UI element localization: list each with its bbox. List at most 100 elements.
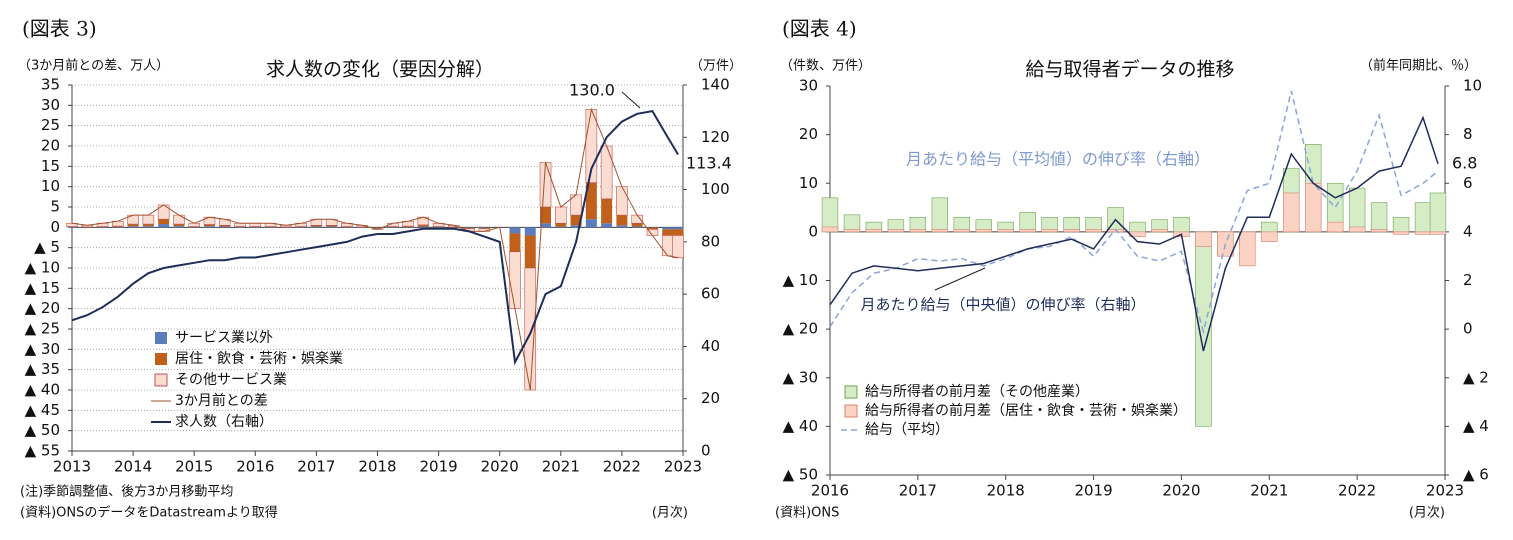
y2-tick-label: ▲ 4: [1463, 417, 1489, 435]
x-tick-label: 2017: [899, 482, 937, 500]
y-axis-label: （件数、万件）: [780, 59, 871, 74]
y-tick-label: 30: [41, 96, 60, 114]
bar: [478, 227, 490, 229]
bar: [953, 229, 970, 233]
bar: [1063, 229, 1080, 233]
bar: [555, 226, 567, 228]
legend-label: 給与所得者の前月差（その他産業）: [865, 383, 1089, 400]
bar: [127, 224, 139, 227]
bar: [540, 223, 552, 228]
bar: [1370, 229, 1388, 233]
bar: [66, 222, 78, 227]
line: [71, 109, 679, 366]
x-tick-label: 2018: [987, 482, 1025, 500]
x-tick-label: 2023: [664, 458, 702, 476]
bar: [1326, 221, 1344, 233]
bar: [1414, 202, 1432, 233]
bar: [1261, 221, 1278, 233]
x-tick-label: 2015: [175, 458, 213, 476]
bar: [975, 229, 992, 233]
bar: [509, 227, 521, 234]
legend-label: 給与（平均）: [865, 422, 949, 438]
y-axis-label: （3か月前との差、万人）: [18, 58, 169, 74]
x-tick-label: 2020: [1162, 482, 1200, 500]
x-tick-label: 2016: [811, 482, 849, 500]
bar: [1348, 226, 1366, 233]
y-tick-label: ▲ 50: [25, 421, 60, 439]
bar: [1173, 216, 1190, 233]
bar: [616, 186, 628, 216]
bar: [1370, 202, 1388, 233]
bar: [631, 226, 643, 228]
y-tick-label: 35: [41, 76, 60, 94]
bar: [1414, 231, 1432, 235]
bar: [1348, 187, 1366, 233]
y2-tick-label: 20: [701, 389, 720, 407]
y-tick-label: ▲ 5: [34, 238, 60, 256]
annotation: 月あたり給与（平均値）の伸び率（右軸）: [906, 150, 1210, 169]
bar: [509, 233, 521, 252]
y-tick-label: 0: [50, 218, 60, 236]
figure-label: (図表 3): [22, 17, 97, 41]
y2-tick-label: 6: [1463, 174, 1473, 192]
bar: [646, 227, 658, 230]
bar: [1239, 231, 1256, 267]
bar: [1129, 221, 1146, 233]
y-tick-label: ▲ 55: [25, 442, 60, 460]
bar: [931, 197, 949, 233]
bar: [1392, 216, 1410, 233]
legend-label: 3か月前との差: [175, 392, 268, 409]
bar: [127, 226, 139, 228]
x-tick-label: 2023: [1426, 482, 1464, 500]
bar: [585, 182, 597, 220]
bar: [631, 223, 643, 227]
bar: [1041, 229, 1058, 233]
x-tick-label: 2013: [53, 458, 91, 476]
y-tick-label: ▲ 35: [25, 360, 60, 378]
bar: [1261, 231, 1278, 242]
bar: [219, 225, 231, 227]
y2-tick-label: 10: [1463, 77, 1482, 95]
bar: [524, 227, 536, 236]
bar: [173, 226, 185, 228]
y2-tick-label: 0: [1463, 320, 1473, 338]
bar: [158, 224, 170, 228]
y2-tick-label: 60: [701, 285, 720, 303]
y-tick-label: 25: [41, 116, 60, 134]
bar: [142, 226, 154, 228]
bar: [555, 206, 567, 224]
y2-tick-label: 120: [701, 128, 730, 146]
bar: [509, 251, 521, 309]
legend-swatch: [155, 332, 167, 344]
y-tick-label: ▲ 30: [783, 368, 818, 386]
y-tick-label: ▲ 50: [783, 466, 818, 484]
bar: [326, 226, 338, 228]
y-tick-label: ▲ 15: [25, 279, 60, 297]
bar: [1283, 192, 1300, 233]
bar: [310, 225, 322, 227]
chart-title: 求人数の変化（要因分解）: [266, 59, 494, 81]
x-tick-label: 2019: [1074, 482, 1112, 500]
bar: [203, 224, 215, 227]
bar: [540, 207, 552, 224]
y2-tick-label: ▲ 2: [1463, 368, 1489, 386]
x-tick-label: 2018: [358, 458, 396, 476]
bar: [1429, 231, 1447, 235]
y2-tick-label: 140: [701, 76, 730, 94]
pointer: [934, 267, 986, 291]
bar: [173, 214, 185, 225]
line: [829, 90, 1439, 335]
bar: [616, 225, 628, 228]
bar: [585, 219, 597, 228]
y-tick-label: 30: [799, 77, 818, 95]
y-tick-label: 10: [799, 174, 818, 192]
y2-tick-label: 4: [1463, 222, 1473, 240]
bar: [672, 227, 684, 230]
bar: [843, 229, 861, 233]
legend-label: サービス業以外: [175, 330, 273, 346]
bar: [417, 224, 429, 227]
bar: [463, 227, 475, 229]
bar: [417, 226, 429, 228]
y-tick-label: 5: [50, 198, 60, 216]
bar: [173, 224, 185, 227]
